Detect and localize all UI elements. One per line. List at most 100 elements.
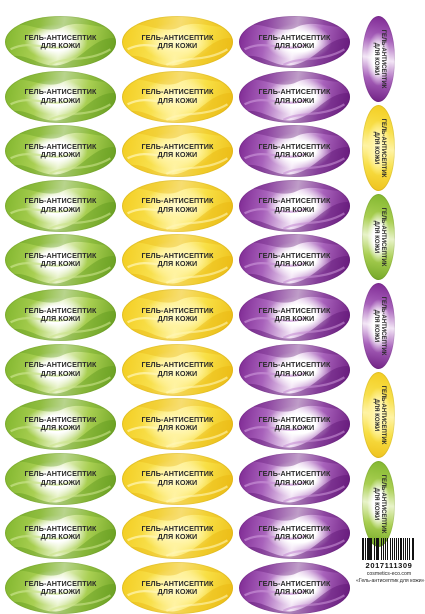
label-line-1: ГЕЛЬ-АНТИСЕПТИК [24,32,97,42]
label-text: ГЕЛЬ-АНТИСЕПТИК ДЛЯ КОЖИ [371,16,386,102]
label-line-1: ГЕЛЬ-АНТИСЕПТИК [379,29,386,89]
barcode-bar [396,538,397,560]
label-green: ГЕЛЬ-АНТИСЕПТИК ДЛЯ КОЖИ [5,234,116,287]
label-line-1: ГЕЛЬ-АНТИСЕПТИК [141,141,214,151]
label-yellow: ГЕЛЬ-АНТИСЕПТИК ДЛЯ КОЖИ [122,234,233,287]
label-purple: ГЕЛЬ-АНТИСЕПТИК ДЛЯ КОЖИ [239,452,350,505]
vertical-label-purple: ГЕЛЬ-АНТИСЕПТИК ДЛЯ КОЖИ [362,16,395,102]
barcode-bar [362,538,364,560]
vertical-label-column: ГЕЛЬ-АНТИСЕПТИК ДЛЯ КОЖИ ГЕЛЬ-АНТИСЕПТИК ДЛ… [362,16,398,550]
label-line-1: ГЕЛЬ-АНТИСЕПТИК [379,118,386,178]
label-yellow: ГЕЛЬ-АНТИСЕПТИК ДЛЯ КОЖИ [122,70,233,123]
barcode-bar [399,538,403,560]
label-line-1: ГЕЛЬ-АНТИСЕПТИК [24,360,97,370]
label-line-1: ГЕЛЬ-АНТИСЕПТИК [141,523,214,533]
barcode-bar [405,538,406,560]
label-purple: ГЕЛЬ-АНТИСЕПТИК ДЛЯ КОЖИ [239,398,350,451]
label-line-2: ДЛЯ КОЖИ [40,368,81,378]
label-purple: ГЕЛЬ-АНТИСЕПТИК ДЛЯ КОЖИ [239,70,350,123]
label-line-2: ДЛЯ КОЖИ [274,477,315,487]
barcode-bar [393,538,396,560]
label-line-2: ДЛЯ КОЖИ [40,204,81,214]
barcode-block: 2017111309 cosmetics-eco.com «Гель-антис… [356,538,425,584]
label-text: ГЕЛЬ-АНТИСЕПТИК ДЛЯ КОЖИ [24,469,97,487]
label-purple: ГЕЛЬ-АНТИСЕПТИК ДЛЯ КОЖИ [239,507,350,560]
label-line-2: ДЛЯ КОЖИ [157,41,198,50]
label-line-2: ДЛЯ КОЖИ [274,586,315,596]
label-line-2: ДЛЯ КОЖИ [274,150,315,160]
label-line-2: ДЛЯ КОЖИ [40,150,81,160]
label-text: ГЕЛЬ-АНТИСЕПТИК ДЛЯ КОЖИ [141,32,214,51]
label-line-1: ГЕЛЬ-АНТИСЕПТИК [141,250,214,260]
barcode-bar [366,538,368,560]
barcode-bar [414,538,416,560]
label-green: ГЕЛЬ-АНТИСЕПТИК ДЛЯ КОЖИ [5,70,116,123]
barcode-bar [407,538,409,560]
label-text: ГЕЛЬ-АНТИСЕПТИК ДЛЯ КОЖИ [258,469,331,487]
label-text: ГЕЛЬ-АНТИСЕПТИК ДЛЯ КОЖИ [141,141,214,160]
label-line-2: ДЛЯ КОЖИ [40,95,81,105]
label-line-2: ДЛЯ КОЖИ [157,150,198,160]
label-text: ГЕЛЬ-АНТИСЕПТИК ДЛЯ КОЖИ [141,469,213,487]
label-line-1: ГЕЛЬ-АНТИСЕПТИК [258,305,331,315]
barcode-bar [377,538,379,560]
label-line-1: ГЕЛЬ-АНТИСЕПТИК [258,469,331,479]
label-purple: ГЕЛЬ-АНТИСЕПТИК ДЛЯ КОЖИ [239,234,350,287]
label-text: ГЕЛЬ-АНТИСЕПТИК ДЛЯ КОЖИ [371,194,386,280]
vertical-label-yellow: ГЕЛЬ-АНТИСЕПТИК ДЛЯ КОЖИ [362,372,395,458]
vertical-label-purple: ГЕЛЬ-АНТИСЕПТИК ДЛЯ КОЖИ [362,283,395,369]
label-line-2: ДЛЯ КОЖИ [274,313,315,323]
barcode-bar [382,538,385,560]
label-line-1: ГЕЛЬ-АНТИСЕПТИК [24,196,97,206]
label-line-1: ГЕЛЬ-АНТИСЕПТИК [141,87,214,97]
product-name-text: «Гель-антисептик для кожи» [356,578,425,584]
label-line-2: ДЛЯ КОЖИ [157,532,198,542]
label-line-2: ДЛЯ КОЖИ [157,95,198,105]
label-green: ГЕЛЬ-АНТИСЕПТИК ДЛЯ КОЖИ [5,343,116,396]
label-text: ГЕЛЬ-АНТИСЕПТИК ДЛЯ КОЖИ [258,87,330,105]
label-yellow: ГЕЛЬ-АНТИСЕПТИК ДЛЯ КОЖИ [122,179,233,232]
label-yellow: ГЕЛЬ-АНТИСЕПТИК ДЛЯ КОЖИ [122,125,233,178]
label-line-1: ГЕЛЬ-АНТИСЕПТИК [141,414,214,424]
label-line-1: ГЕЛЬ-АНТИСЕПТИК [258,523,331,533]
label-text: ГЕЛЬ-АНТИСЕПТИК ДЛЯ КОЖИ [371,105,386,191]
label-line-1: ГЕЛЬ-АНТИСЕПТИК [258,250,331,260]
barcode-bar [368,538,371,560]
label-line-2: ДЛЯ КОЖИ [274,41,315,50]
label-green: ГЕЛЬ-АНТИСЕПТИК ДЛЯ КОЖИ [5,288,116,341]
label-line-2: ДЛЯ КОЖИ [372,220,379,254]
label-text: ГЕЛЬ-АНТИСЕПТИК ДЛЯ КОЖИ [24,196,97,214]
label-line-1: ГЕЛЬ-АНТИСЕПТИК [24,578,97,588]
label-line-1: ГЕЛЬ-АНТИСЕПТИК [258,414,331,424]
label-text: ГЕЛЬ-АНТИСЕПТИК ДЛЯ КОЖИ [141,579,213,597]
barcode-bar [413,538,415,560]
label-line-1: ГЕЛЬ-АНТИСЕПТИК [258,141,331,151]
label-purple: ГЕЛЬ-АНТИСЕПТИК ДЛЯ КОЖИ [239,16,350,68]
label-line-2: ДЛЯ КОЖИ [274,368,315,378]
barcode-bar [390,538,391,560]
barcode-number: 2017111309 [365,561,413,570]
label-line-1: ГЕЛЬ-АНТИСЕПТИК [141,305,214,315]
label-text: ГЕЛЬ-АНТИСЕПТИК ДЛЯ КОЖИ [24,578,97,597]
label-line-2: ДЛЯ КОЖИ [157,477,198,487]
label-line-1: ГЕЛЬ-АНТИСЕПТИК [24,141,97,151]
label-line-2: ДЛЯ КОЖИ [372,131,379,165]
label-text: ГЕЛЬ-АНТИСЕПТИК ДЛЯ КОЖИ [141,414,214,433]
barcode-bar [381,538,382,560]
barcode-bar [402,538,405,560]
vertical-label-yellow: ГЕЛЬ-АНТИСЕПТИК ДЛЯ КОЖИ [362,105,395,191]
label-text: ГЕЛЬ-АНТИСЕПТИК ДЛЯ КОЖИ [258,33,330,51]
label-line-2: ДЛЯ КОЖИ [274,423,315,433]
label-text: ГЕЛЬ-АНТИСЕПТИК ДЛЯ КОЖИ [258,305,331,324]
label-purple: ГЕЛЬ-АНТИСЕПТИК ДЛЯ КОЖИ [239,288,350,341]
barcode-bar [387,538,388,560]
label-purple: ГЕЛЬ-АНТИСЕПТИК ДЛЯ КОЖИ [239,343,350,396]
label-purple: ГЕЛЬ-АНТИСЕПТИК ДЛЯ КОЖИ [239,561,350,614]
label-line-1: ГЕЛЬ-АНТИСЕПТИК [141,32,214,42]
label-line-2: ДЛЯ КОЖИ [157,204,198,214]
label-line-1: ГЕЛЬ-АНТИСЕПТИК [24,305,97,315]
label-line-2: ДЛЯ КОЖИ [157,586,198,596]
label-line-2: ДЛЯ КОЖИ [274,95,315,105]
label-line-1: ГЕЛЬ-АНТИСЕПТИК [24,87,97,97]
label-line-1: ГЕЛЬ-АНТИСЕПТИК [24,469,97,479]
